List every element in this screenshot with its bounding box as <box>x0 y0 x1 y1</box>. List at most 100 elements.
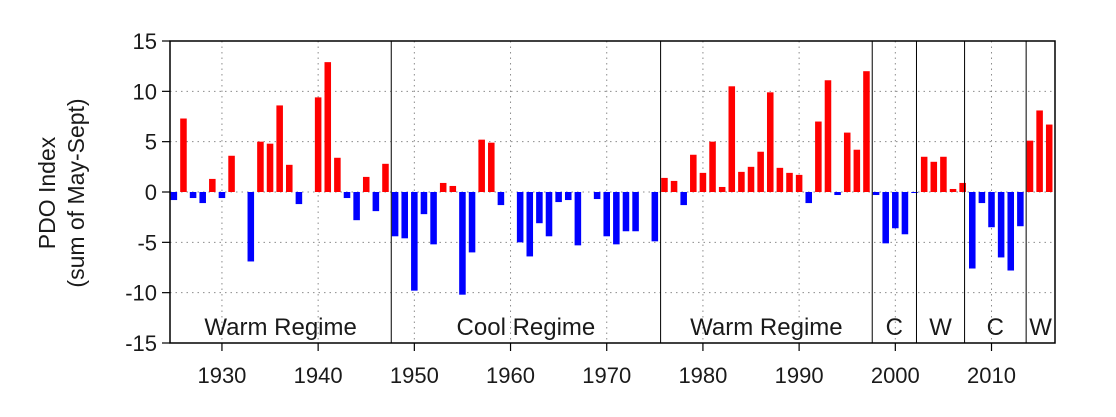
bar-1930 <box>218 192 226 199</box>
bar-2002 <box>911 192 918 194</box>
bar-2013 <box>1017 192 1024 227</box>
regime-label: Cool Regime <box>457 314 596 341</box>
bar-1947 <box>382 163 389 192</box>
bar-2015 <box>1036 110 1043 192</box>
bar-2007 <box>959 182 966 192</box>
bar-1957 <box>478 139 485 192</box>
bar-1944 <box>353 192 360 221</box>
bar-1990 <box>795 174 803 192</box>
bar-2009 <box>978 192 986 204</box>
bar-1943 <box>343 192 351 199</box>
bar-1984 <box>738 171 745 192</box>
bar-2006 <box>949 188 957 192</box>
bar-1981 <box>709 141 716 192</box>
bar-1995 <box>843 132 851 192</box>
bar-1955 <box>459 192 466 295</box>
bar-1956 <box>468 192 476 253</box>
bar-1949 <box>401 192 408 239</box>
bar-1934 <box>257 141 264 192</box>
bar-1996 <box>853 149 861 192</box>
bar-layer <box>170 62 1053 295</box>
x-tick-label: 1960 <box>486 363 535 388</box>
bar-1929 <box>209 178 216 192</box>
bar-1967 <box>574 192 582 246</box>
bar-1950 <box>411 192 418 291</box>
bar-1953 <box>439 182 447 192</box>
bar-1952 <box>430 192 437 245</box>
bar-1938 <box>295 192 303 205</box>
regime-label: C <box>987 314 1004 341</box>
y-tick-label: -5 <box>137 230 157 255</box>
y-tick-label: 15 <box>133 29 157 54</box>
bar-2000 <box>892 192 899 229</box>
bar-1986 <box>757 151 764 192</box>
bar-1946 <box>372 192 380 212</box>
bar-1980 <box>699 172 707 192</box>
x-tick-label: 2000 <box>871 363 920 388</box>
x-tick-label: 1940 <box>294 363 343 388</box>
regime-label: W <box>929 314 952 341</box>
bar-2004 <box>930 161 938 192</box>
bar-1931 <box>228 155 235 192</box>
bar-1979 <box>690 154 697 192</box>
bar-1928 <box>199 192 206 204</box>
bar-1925 <box>170 192 178 201</box>
bar-1971 <box>613 192 620 245</box>
bar-1940 <box>314 97 322 192</box>
bar-1975 <box>651 192 659 242</box>
bar-1985 <box>747 166 755 192</box>
bar-1935 <box>266 143 274 192</box>
bar-1964 <box>545 192 553 237</box>
bar-2005 <box>940 156 947 192</box>
bar-1969 <box>593 192 601 200</box>
y-tick-label: -15 <box>125 331 157 356</box>
bar-2014 <box>1026 140 1034 192</box>
bar-1959 <box>497 192 505 206</box>
bar-1998 <box>872 192 880 196</box>
y-tick-label: 5 <box>145 130 157 155</box>
x-tick-label: 1950 <box>390 363 439 388</box>
bar-2016 <box>1045 124 1053 192</box>
bar-1948 <box>391 192 399 237</box>
x-tick-label: 2010 <box>967 363 1016 388</box>
bar-1965 <box>555 192 562 203</box>
bar-1973 <box>632 192 639 232</box>
bar-2012 <box>1007 192 1015 271</box>
bar-1987 <box>766 92 774 192</box>
bar-1966 <box>564 192 572 201</box>
bar-1942 <box>334 157 341 192</box>
bar-1994 <box>834 192 841 196</box>
bar-1926 <box>180 118 187 192</box>
bar-1937 <box>286 164 293 192</box>
bar-1958 <box>488 142 495 192</box>
bar-1954 <box>449 185 457 192</box>
bar-1978 <box>680 192 687 206</box>
bar-2008 <box>969 192 976 269</box>
y-tick-label: -10 <box>125 281 157 306</box>
bar-1982 <box>718 186 726 192</box>
bar-1970 <box>603 192 610 237</box>
bar-2011 <box>997 192 1005 258</box>
bar-1941 <box>324 62 332 192</box>
bar-1972 <box>622 192 630 232</box>
bar-1977 <box>670 180 678 192</box>
bar-1933 <box>247 192 255 262</box>
y-axis-label-sub: (sum of May-Sept) <box>63 98 89 287</box>
x-tick-label: 1980 <box>678 363 727 388</box>
regime-label: Warm Regime <box>204 314 356 341</box>
bar-1951 <box>420 192 428 215</box>
bar-2001 <box>901 192 909 235</box>
y-axis-label: PDO Index <box>34 136 60 249</box>
regime-label: Warm Regime <box>690 314 842 341</box>
bar-1927 <box>189 192 197 199</box>
bar-2010 <box>988 192 995 228</box>
regime-label-layer: Warm Regime Cool Regime Warm Regime C W C W <box>204 314 1052 341</box>
regime-label: C <box>886 314 903 341</box>
bar-1997 <box>863 71 870 192</box>
bar-1961 <box>516 192 524 243</box>
bar-1993 <box>824 80 832 192</box>
x-tick-label: 1930 <box>197 363 246 388</box>
bar-2003 <box>920 156 928 192</box>
